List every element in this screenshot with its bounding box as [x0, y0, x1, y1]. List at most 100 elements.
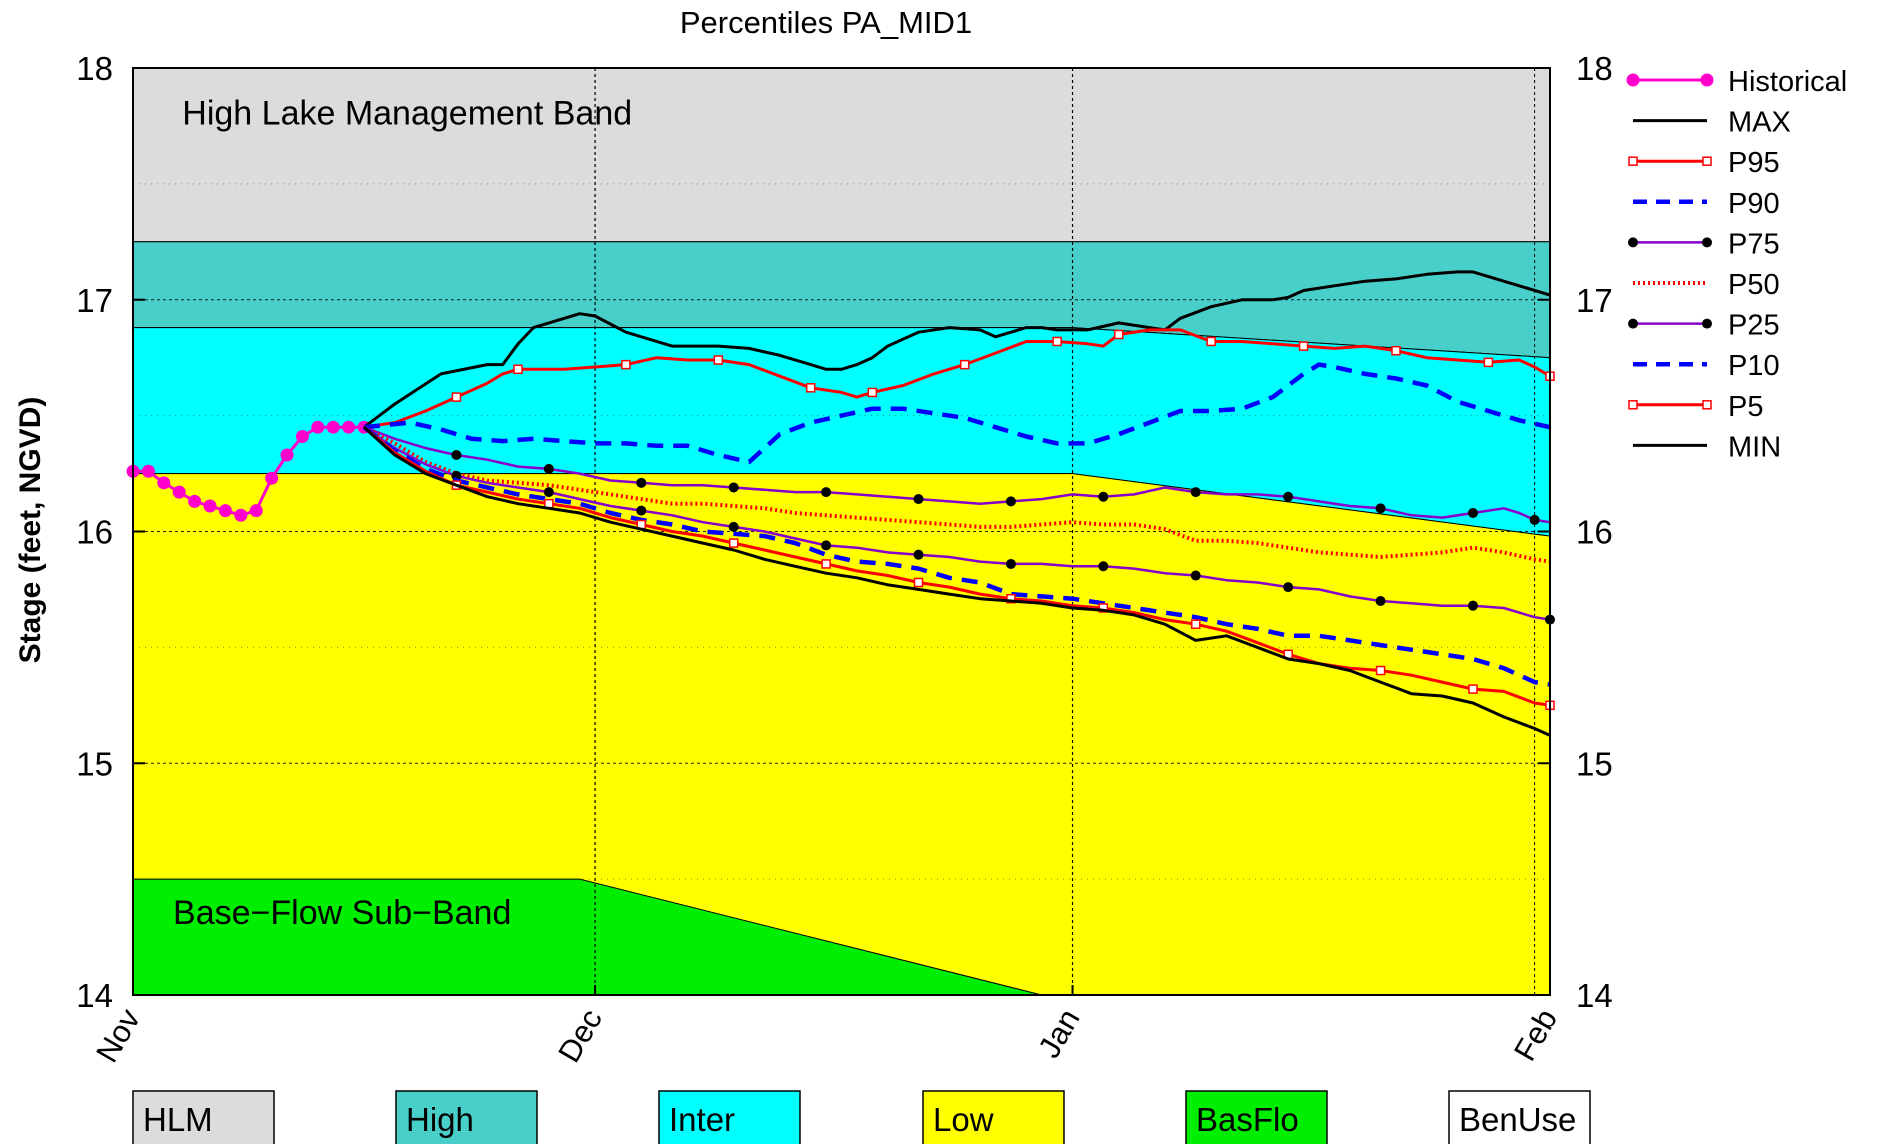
band-annotation: High Lake Management Band [182, 94, 632, 132]
data-point [1098, 561, 1109, 572]
data-point [1702, 237, 1712, 248]
y-tick-label-left: 18 [76, 50, 113, 87]
data-point [295, 429, 309, 443]
data-point [188, 494, 202, 508]
data-point [821, 487, 832, 498]
legend-item-p90: P90 [1633, 188, 1780, 220]
legend-label: P75 [1728, 228, 1780, 260]
legend-item-p25: P25 [1628, 310, 1780, 342]
data-point [821, 559, 831, 569]
series-line [133, 425, 364, 517]
data-point [805, 383, 816, 393]
data-point [1375, 596, 1386, 607]
data-point [1005, 558, 1016, 569]
data-point [451, 450, 462, 461]
series-line [363, 426, 1551, 621]
series-line [363, 270, 1551, 429]
data-point [1700, 73, 1714, 87]
legend-label: P95 [1728, 147, 1780, 179]
data-point [342, 420, 356, 434]
data-point [1113, 329, 1124, 340]
data-point [451, 392, 462, 402]
band-annotation: Base−Flow Sub−Band [173, 894, 511, 932]
band-legend-inter: Inter [658, 1090, 801, 1144]
series-p50 [363, 425, 1551, 564]
data-point [1191, 619, 1201, 629]
band-legend-label: Inter [669, 1101, 735, 1138]
data-point [218, 504, 232, 518]
band-legend-box [658, 1090, 801, 1144]
data-point [543, 487, 554, 498]
data-point [311, 420, 325, 434]
legend-item-min: MIN [1633, 431, 1781, 463]
band-legend-label: BasFlo [1196, 1101, 1299, 1138]
data-point [621, 359, 631, 370]
data-point [280, 448, 294, 462]
series-line [363, 362, 1551, 465]
data-point [636, 477, 647, 488]
legend-item-max: MAX [1633, 107, 1791, 139]
band-legend-label: HLM [143, 1101, 213, 1138]
data-point [1190, 570, 1201, 581]
chart-title: Percentiles PA_MID1 [680, 5, 972, 40]
band-legend-box [395, 1090, 538, 1144]
data-point [1702, 400, 1712, 410]
data-point [543, 463, 554, 474]
data-point [959, 359, 970, 370]
data-point [141, 464, 155, 478]
data-point [1375, 665, 1386, 676]
data-point [1206, 336, 1216, 347]
data-point [913, 549, 924, 560]
series-historical [126, 420, 371, 522]
y-axis-label: Stage (feet, NGVD) [14, 397, 47, 664]
data-point [1702, 156, 1712, 166]
legend-label: Historical [1728, 66, 1847, 98]
band-legend-benuse: BenUse [1448, 1090, 1591, 1144]
legend-item-p10: P10 [1633, 350, 1780, 382]
data-point [1628, 237, 1638, 248]
data-point [157, 476, 171, 490]
data-point [713, 355, 724, 365]
data-point [1283, 491, 1294, 502]
data-point [1467, 507, 1478, 518]
legend-label: P5 [1728, 391, 1763, 423]
legend-item-historical: Historical [1626, 66, 1847, 98]
band-legend-label: Low [933, 1101, 994, 1138]
band-legend-hlm: HLM [132, 1090, 275, 1144]
series-p10 [362, 425, 1551, 687]
data-point [249, 504, 263, 518]
data-point [913, 577, 924, 588]
data-point [1628, 318, 1638, 329]
legend-label: P50 [1728, 269, 1780, 301]
y-tick-label-right: 17 [1576, 282, 1613, 319]
band-legend-box [922, 1090, 1065, 1144]
series-line [362, 426, 1551, 737]
data-point [1628, 156, 1638, 166]
legend-label: MIN [1728, 431, 1781, 463]
series-line [363, 426, 1551, 707]
data-point [728, 482, 739, 493]
band-legend-box [1448, 1090, 1591, 1144]
data-point [1298, 341, 1309, 351]
y-tick-label-right: 14 [1576, 977, 1613, 1014]
series-p75 [363, 426, 1551, 525]
legend-item-p50: P50 [1633, 269, 1780, 301]
y-tick-label-left: 16 [76, 514, 113, 551]
band-legend-box [1185, 1090, 1328, 1144]
data-point [1626, 73, 1640, 87]
legend-label: P10 [1728, 350, 1780, 382]
y-tick-label-left: 17 [76, 282, 113, 319]
data-point [1005, 496, 1016, 507]
legend-label: P25 [1728, 310, 1780, 342]
band-legend-label: BenUse [1459, 1101, 1576, 1138]
series-max [363, 270, 1551, 429]
legend-label: MAX [1728, 107, 1791, 139]
band-legend-box [132, 1090, 275, 1144]
data-point [1467, 600, 1478, 611]
series-min [362, 426, 1551, 737]
series-line [363, 425, 1551, 564]
legend-item-p95: P95 [1628, 147, 1780, 179]
data-point [326, 420, 340, 434]
data-point [203, 499, 217, 513]
